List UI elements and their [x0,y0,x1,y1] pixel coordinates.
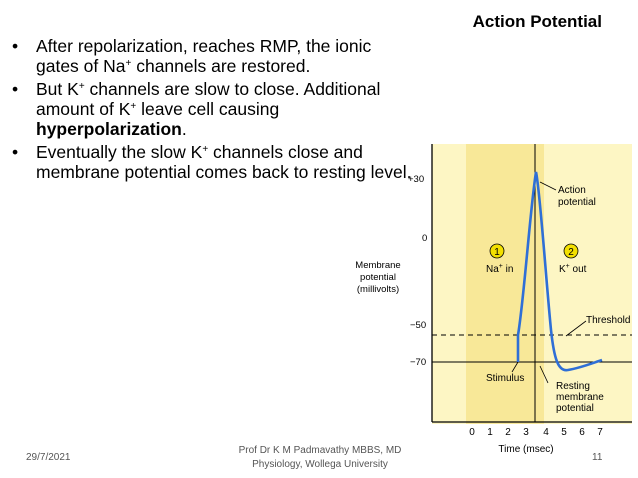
action-potential-label: potential [558,197,596,208]
footer-date: 29/7/2021 [26,452,71,463]
bullet-dot: • [12,142,19,162]
bullet-text-segment: Eventually the slow K [36,142,203,162]
footer-page-number: 11 [592,452,603,463]
phase-2-number: 2 [568,247,574,258]
x-tick-label: 2 [505,427,511,438]
y-axis-label: Membrane [355,260,400,271]
y-tick-label: −70 [410,357,426,368]
action-potential-curve [516,171,603,372]
bullet-text-segment: . [181,119,187,139]
x-axis-label: Time (msec) [498,444,553,455]
resting-pointer [539,365,549,384]
resting-label: potential [556,403,594,414]
x-tick-label: 0 [469,427,475,438]
bullet-text-segment: channels are slow to close. Additional a… [36,79,381,119]
threshold-pointer [565,320,587,337]
bullet-text-segment: leave cell causing [136,99,280,119]
footer-author-line: Prof Dr K M Padmavathy MBBS, MD [238,445,402,456]
x-tick-label: 1 [487,427,493,438]
footer-author: Prof Dr K M Padmavathy MBBS, MD Physiolo… [230,444,410,472]
bullet-text: After repolarization, reaches RMP, the i… [36,36,371,76]
bullet-dot: • [12,36,19,56]
superscript: + [78,81,85,92]
y-axis-label: potential [360,272,396,283]
resting-label: membrane [556,392,604,403]
action-potential-label: Action [558,185,586,196]
bullet-item: • But K+ channels are slow to close. Addi… [12,79,412,139]
bullet-text: Eventually the slow K+ channels close an… [36,142,411,182]
diagram-highlight-band [466,144,544,424]
y-tick-label: +30 [408,174,424,185]
y-tick-label: 0 [422,233,427,244]
slide-title: Action Potential [472,12,602,31]
y-tick-label: −50 [410,320,426,331]
x-tick-label: 4 [543,427,549,438]
y-axis-label: (millivolts) [357,284,399,295]
bullet-text-segment: But K [36,79,79,99]
action-potential-pointer [539,181,557,191]
x-tick-label: 7 [597,427,603,438]
superscript: + [130,101,137,112]
bullet-text-segment: After repolarization, reaches RMP, the i… [36,36,372,76]
phase-1-number: 1 [494,247,500,258]
phase-1-label: Na+ in [486,263,513,275]
x-tick-label: 3 [523,427,529,438]
bold-term: hyperpolarization [36,119,182,139]
bullet-text: But K+ channels are slow to close. Addit… [36,79,380,139]
bullet-text-segment: channels close and membrane potential co… [36,142,412,182]
stimulus-pointer [511,361,519,373]
superscript: + [125,58,132,69]
threshold-label: Threshold [586,315,630,326]
footer-author-line: Physiology, Wollega University [252,459,388,470]
bullet-item: • After repolarization, reaches RMP, the … [12,36,412,76]
resting-label: Resting [556,381,590,392]
stimulus-label: Stimulus [486,373,524,384]
bullet-text-segment: channels are restored. [131,56,311,76]
x-tick-label: 6 [579,427,585,438]
phase-2-marker [563,243,579,259]
superscript: + [202,144,209,155]
bullet-list: • After repolarization, reaches RMP, the … [12,36,412,185]
bullet-item: • Eventually the slow K+ channels close a… [12,142,412,182]
phase-2-label: K+ out [559,263,587,275]
phase-1-marker [489,243,505,259]
x-tick-label: 5 [561,427,567,438]
bullet-dot: • [12,79,19,99]
